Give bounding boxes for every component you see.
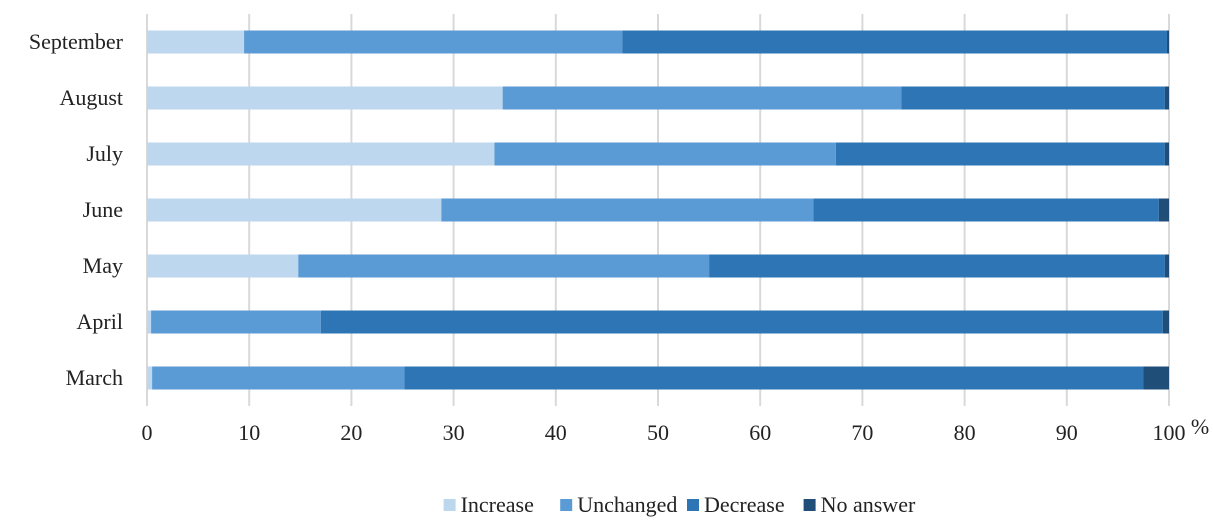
- x-tick-label: 40: [545, 420, 567, 445]
- bar-segment-no-answer-may: [1164, 254, 1169, 278]
- x-tick-label: 30: [443, 420, 465, 445]
- bar-segment-decrease-march: [404, 366, 1144, 390]
- legend-label: Unchanged: [577, 492, 677, 517]
- legend-label: Increase: [461, 492, 534, 517]
- legend: Increase Unchanged Decrease No answer: [443, 492, 916, 517]
- x-tick-label: 100: [1153, 420, 1186, 445]
- bar-segment-decrease-april: [320, 310, 1163, 334]
- bar-segment-no-answer-april: [1162, 310, 1169, 334]
- x-axis-ticks: 0 10 20 30 40 50 60 70 80 90 100: [142, 420, 1186, 445]
- bar-segment-no-answer-june: [1158, 198, 1169, 222]
- x-tick-label: 0: [142, 420, 153, 445]
- bar-segment-increase-september: [147, 30, 245, 54]
- legend-label: Decrease: [704, 492, 785, 517]
- bar-segment-increase-april: [147, 310, 152, 334]
- x-axis-unit-label: %: [1191, 414, 1209, 439]
- bar-segment-decrease-july: [835, 142, 1165, 166]
- bar-segment-no-answer-august: [1164, 86, 1169, 110]
- x-tick-label: 90: [1056, 420, 1078, 445]
- category-label: August: [59, 85, 123, 110]
- category-label: May: [83, 253, 123, 278]
- legend-swatch-unchanged: [560, 499, 573, 511]
- category-label: April: [77, 309, 123, 334]
- category-labels: September August July June May April March: [29, 29, 124, 390]
- bar-segment-unchanged-may: [298, 254, 710, 278]
- bar-segment-no-answer-september: [1166, 30, 1169, 54]
- legend-swatch-decrease: [687, 499, 699, 511]
- bar-segment-unchanged-july: [494, 142, 836, 166]
- bar-segment-unchanged-september: [244, 30, 623, 54]
- legend-label: No answer: [821, 492, 916, 517]
- x-tick-label: 80: [954, 420, 976, 445]
- legend-swatch-no-answer: [803, 499, 816, 511]
- bar-segment-unchanged-august: [502, 86, 902, 110]
- bar-segment-unchanged-june: [441, 198, 814, 222]
- bars: [147, 30, 1169, 390]
- bar-segment-unchanged-april: [151, 310, 321, 334]
- x-tick-label: 60: [749, 420, 771, 445]
- bar-segment-increase-march: [147, 366, 153, 390]
- bar-segment-no-answer-march: [1143, 366, 1169, 390]
- x-tick-label: 10: [238, 420, 260, 445]
- x-tick-label: 70: [851, 420, 873, 445]
- category-label: September: [29, 29, 124, 54]
- bar-segment-decrease-june: [813, 198, 1159, 222]
- category-label: June: [83, 197, 123, 222]
- bar-segment-increase-july: [147, 142, 495, 166]
- bar-segment-decrease-august: [901, 86, 1165, 110]
- x-tick-label: 50: [647, 420, 669, 445]
- bar-segment-decrease-may: [709, 254, 1165, 278]
- bar-segment-increase-may: [147, 254, 299, 278]
- legend-swatch-increase: [443, 499, 456, 511]
- bar-segment-increase-august: [147, 86, 503, 110]
- bar-segment-decrease-september: [622, 30, 1167, 54]
- bar-segment-unchanged-march: [152, 366, 405, 390]
- category-label: March: [66, 365, 123, 390]
- bar-segment-no-answer-july: [1164, 142, 1169, 166]
- bar-segment-increase-june: [147, 198, 442, 222]
- x-tick-label: 20: [340, 420, 362, 445]
- category-label: July: [86, 141, 123, 166]
